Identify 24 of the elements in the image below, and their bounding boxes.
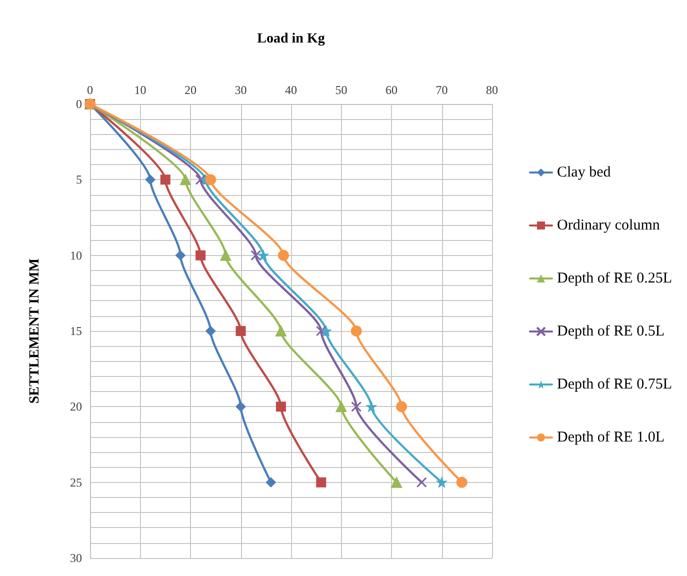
x-tick-label: 20	[184, 83, 196, 97]
legend-label: Depth of RE 0.25L	[557, 270, 672, 286]
y-tick-label: 20	[70, 400, 82, 414]
y-tick-label: 5	[76, 172, 82, 187]
x-tick-label: 50	[335, 83, 348, 97]
y-tick-label: 15	[70, 324, 82, 338]
y-tick-label: 30	[70, 551, 82, 565]
y-axis-title: SETTLEMENT IN MM	[28, 258, 42, 404]
legend-label: Clay bed	[557, 164, 612, 180]
legend-label: Ordinary column	[557, 218, 660, 234]
x-axis-title: Load in Kg	[257, 32, 325, 46]
x-tick-label: 10	[134, 83, 146, 97]
legend-label: Depth of RE 0.5L	[557, 324, 664, 340]
x-tick-label: 60	[386, 83, 398, 97]
x-tick-label: 80	[486, 83, 498, 97]
x-tick-label: 70	[436, 83, 448, 97]
x-tick-label: 30	[234, 83, 247, 97]
y-tick-label: 10	[70, 248, 82, 262]
legend-label: Depth of RE 0.75L	[557, 376, 672, 392]
y-tick-label: 0	[76, 97, 82, 111]
x-tick-label: 40	[285, 83, 297, 97]
x-tick-label: 0	[87, 83, 93, 97]
y-tick-label: 25	[70, 475, 82, 490]
legend-label: Depth of RE 1.0L	[557, 430, 664, 446]
